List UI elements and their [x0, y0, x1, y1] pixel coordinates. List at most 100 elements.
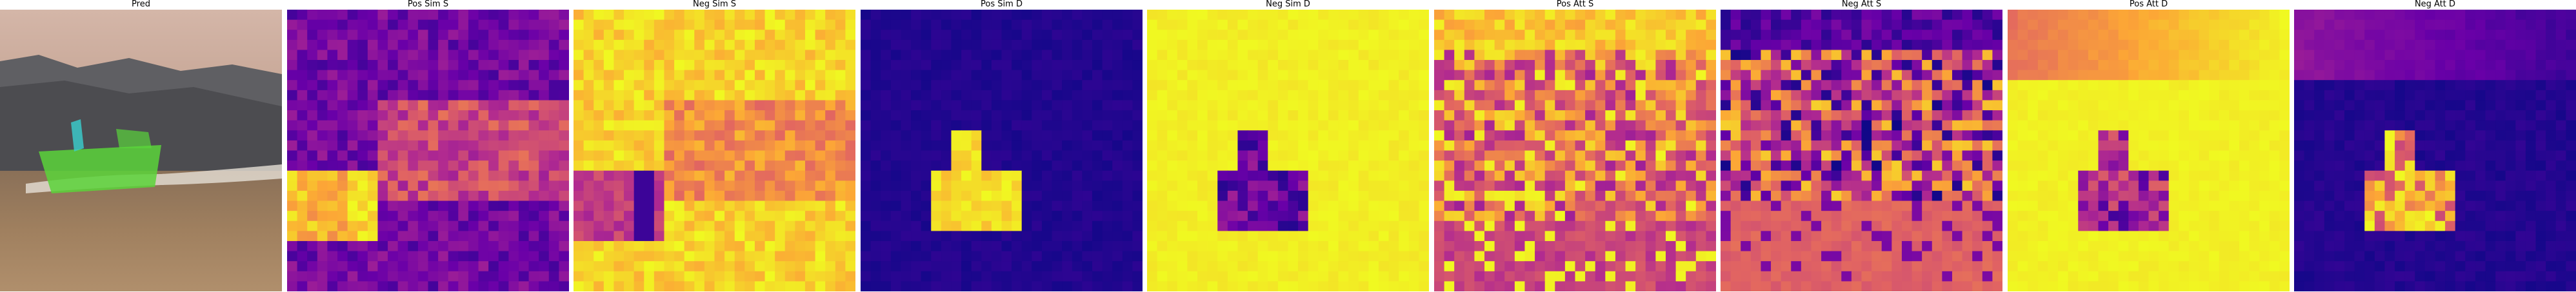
heatmap-cell [2168, 60, 2179, 71]
heatmap-cell [1378, 231, 1390, 242]
heatmap-cell [1358, 19, 1369, 30]
heatmap-cell [981, 231, 992, 242]
heatmap-cell [1695, 190, 1706, 202]
heatmap-cell [1092, 240, 1103, 252]
heatmap-cell [1434, 110, 1445, 121]
heatmap-cell [1761, 50, 1772, 61]
heatmap-cell [1831, 19, 1842, 30]
heatmap-cell [1399, 60, 1410, 71]
heatmap-cell [1157, 251, 1168, 262]
heatmap-cell [1474, 271, 1485, 282]
heatmap-cell [2259, 80, 2270, 91]
heatmap-cell [714, 120, 725, 131]
heatmap-cell [317, 231, 328, 242]
heatmap-cell [1041, 90, 1053, 101]
heatmap-cell [1841, 150, 1852, 161]
heatmap-cell [2037, 80, 2049, 91]
heatmap-cell [815, 110, 826, 121]
heatmap-cell [317, 261, 328, 272]
heatmap-cell [583, 211, 594, 222]
heatmap-cell [1861, 50, 1872, 61]
heatmap-cell [1972, 80, 1983, 91]
heatmap-cell [518, 100, 530, 111]
heatmap-cell [1032, 19, 1043, 30]
heatmap-cell [981, 80, 992, 91]
heatmap-cell [1771, 19, 1782, 30]
heatmap-cell [2088, 100, 2099, 111]
heatmap-cell [1535, 110, 1546, 121]
heatmap-cell [287, 110, 298, 121]
heatmap-cell [1132, 80, 1143, 91]
heatmap-cell [1655, 240, 1666, 252]
heatmap-cell [377, 170, 388, 181]
heatmap-cell [694, 50, 705, 61]
heatmap-cell [951, 180, 962, 191]
heatmap-cell [2259, 30, 2270, 41]
heatmap-cell [458, 120, 469, 131]
heatmap-cell [1695, 180, 1706, 191]
heatmap-cell [784, 170, 795, 181]
heatmap-cell [1419, 100, 1429, 111]
heatmap-cell [458, 130, 469, 141]
heatmap-cell [1972, 60, 1983, 71]
heatmap-cell [1288, 120, 1299, 131]
heatmap-cell [674, 100, 685, 111]
heatmap-cell [1781, 80, 1792, 91]
heatmap-cell [1348, 240, 1359, 252]
heatmap-cell [825, 140, 836, 151]
heatmap-cell [337, 39, 348, 51]
heatmap-cell [1544, 80, 1555, 91]
heatmap-cell [574, 180, 584, 191]
heatmap-cell [1197, 140, 1208, 151]
heatmap-cell [1419, 10, 1429, 21]
heatmap-cell [458, 161, 469, 171]
heatmap-cell [1177, 80, 1188, 91]
heatmap-cell [1761, 231, 1772, 242]
heatmap-cell [1564, 39, 1576, 51]
heatmap-cell [775, 80, 786, 91]
heatmap-cell [775, 251, 786, 262]
heatmap-cell [754, 200, 766, 211]
heatmap-cell [1494, 39, 1505, 51]
heatmap-cell [347, 120, 358, 131]
heatmap-cell [1388, 140, 1399, 151]
heatmap-cell [1464, 60, 1475, 71]
heatmap-cell [1494, 190, 1505, 202]
heatmap-cell [583, 251, 594, 262]
heatmap-cell [921, 220, 932, 231]
heatmap-cell [2078, 10, 2089, 21]
heatmap-cell [2068, 39, 2079, 51]
heatmap-cell [1012, 110, 1023, 121]
heatmap-cell [559, 281, 569, 291]
heatmap-cell [1147, 180, 1158, 191]
heatmap-cell [2279, 19, 2290, 30]
heatmap-cell [2008, 70, 2019, 81]
heatmap-cell [1399, 110, 1410, 121]
heatmap-cell [1811, 200, 1822, 211]
heatmap-cell [2168, 70, 2179, 81]
heatmap-cell [1358, 90, 1369, 101]
heatmap-cell [754, 80, 766, 91]
heatmap-cell [1358, 240, 1369, 252]
heatmap-cell [1338, 251, 1349, 262]
heatmap-cell [448, 70, 459, 81]
heatmap-cell [1831, 130, 1842, 141]
heatmap-cell [1052, 211, 1063, 222]
heatmap-cell [1741, 90, 1752, 101]
heatmap-cell [1872, 170, 1882, 181]
heatmap-cell [1741, 271, 1752, 282]
heatmap-cell [448, 251, 459, 262]
heatmap-cell [603, 70, 615, 81]
heatmap-cell [1555, 130, 1566, 141]
heatmap-cell [901, 271, 912, 282]
heatmap-cell [1298, 161, 1309, 171]
heatmap-cell [2168, 30, 2179, 41]
heatmap-cell [1892, 30, 1902, 41]
heatmap-cell [1524, 180, 1535, 191]
heatmap-cell [941, 200, 952, 211]
heatmap-cell [804, 100, 816, 111]
heatmap-cell [2188, 50, 2200, 61]
heatmap-cell [2168, 19, 2179, 30]
heatmap-cell [297, 231, 308, 242]
heatmap-cell [1012, 90, 1023, 101]
